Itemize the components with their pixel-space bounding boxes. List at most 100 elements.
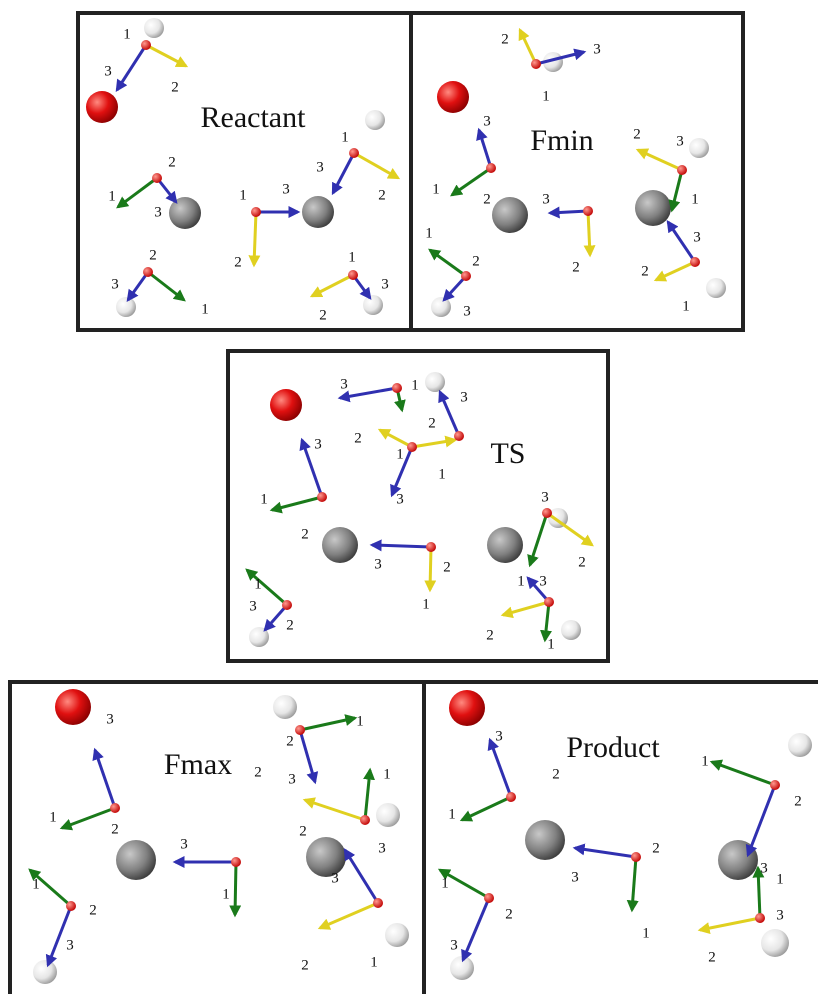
axis-label: 1 [701,753,709,769]
axis-label: 2 [794,793,802,809]
axis-label: 2 [552,766,560,782]
oxygen-atom [770,780,780,790]
axis-label: 3 [693,229,701,245]
axis-label: 1 [642,925,650,941]
axis-label: 2 [234,254,242,270]
vector-arrow [340,388,397,398]
axis-label: 2 [149,247,157,263]
axis-label: 2 [301,957,309,973]
oxygen-atom [506,792,516,802]
axis-label: 2 [483,191,491,207]
atom [449,690,485,726]
atom [635,190,671,226]
vector-arrow [148,272,184,300]
axis-label: 2 [572,259,580,275]
vector-arrow [118,178,157,207]
axis-label: 2 [301,526,309,542]
axis-label: 1 [348,249,356,265]
oxygen-atom [531,59,541,69]
oxygen-atom [544,597,554,607]
oxygen-atom [143,267,153,277]
vector-arrow [254,212,256,265]
axis-label: 1 [201,301,209,317]
vector-arrow [479,130,491,168]
axis-label: 2 [286,733,294,749]
vector-arrow [712,762,775,785]
axis-label: 3 [760,860,768,876]
vector-arrow [95,750,115,808]
atom [363,295,383,315]
axis-label: 1 [441,875,449,891]
axis-label: 2 [641,263,649,279]
axis-label: 3 [288,771,296,787]
vector-arrow [503,602,549,615]
axis-label: 3 [66,937,74,953]
axis-label: 2 [428,415,436,431]
vector-arrow [490,740,511,797]
atom [492,197,528,233]
axis-label: 3 [539,573,547,589]
oxygen-atom [66,901,76,911]
axis-label: 3 [374,556,382,572]
axis-label: 1 [691,191,699,207]
oxygen-atom [542,508,552,518]
axis-label: 2 [633,126,641,142]
oxygen-atom [231,857,241,867]
vector-arrow [62,808,115,828]
atom [525,820,565,860]
vector-arrow [333,153,354,193]
axis-label: 1 [254,576,262,592]
vector-arrow [345,850,378,903]
axis-label: 2 [254,764,262,780]
axis-label: 3 [381,276,389,292]
oxygen-atom [484,893,494,903]
vector-arrow [632,857,636,910]
axis-label: 3 [542,191,550,207]
oxygen-atom [426,542,436,552]
axis-label: 3 [282,181,290,197]
atom [144,18,164,38]
panel-title: Reactant [201,101,307,134]
atom [450,956,474,980]
vector-arrow [530,513,547,565]
atom [302,196,334,228]
axis-label: 3 [450,937,458,953]
axis-label: 2 [378,187,386,203]
axis-label: 1 [425,225,433,241]
axis-label: 2 [443,559,451,575]
oxygen-atom [407,442,417,452]
atom [273,695,297,719]
axis-label: 1 [49,809,57,825]
axis-label: 3 [180,836,188,852]
axis-label: 1 [222,886,230,902]
axis-label: 2 [472,253,480,269]
vector-arrow [48,906,71,965]
vector-arrow [380,430,412,447]
axis-label: 3 [460,389,468,405]
oxygen-atom [152,173,162,183]
oxygen-atom [454,431,464,441]
atom [55,689,91,725]
atom [487,527,523,563]
axis-label: 1 [108,188,116,204]
vector-arrow [430,250,466,276]
vector-arrow [305,800,365,820]
vector-arrow [235,862,236,915]
oxygen-atom [349,148,359,158]
axis-label: 3 [571,869,579,885]
figure: Reactant132213312132231132Fmin2313123223… [0,0,818,994]
axis-label: 2 [505,906,513,922]
axis-label: 3 [340,376,348,392]
axis-label: 2 [708,949,716,965]
axis-label: 3 [111,276,119,292]
oxygen-atom [755,913,765,923]
atom [706,278,726,298]
oxygen-atom [486,163,496,173]
vector-arrow [547,513,592,545]
axis-label: 1 [383,766,391,782]
axis-label: 1 [542,88,550,104]
panel-title: Fmax [164,748,232,781]
oxygen-atom [317,492,327,502]
vector-arrow [575,848,636,857]
atom [116,297,136,317]
